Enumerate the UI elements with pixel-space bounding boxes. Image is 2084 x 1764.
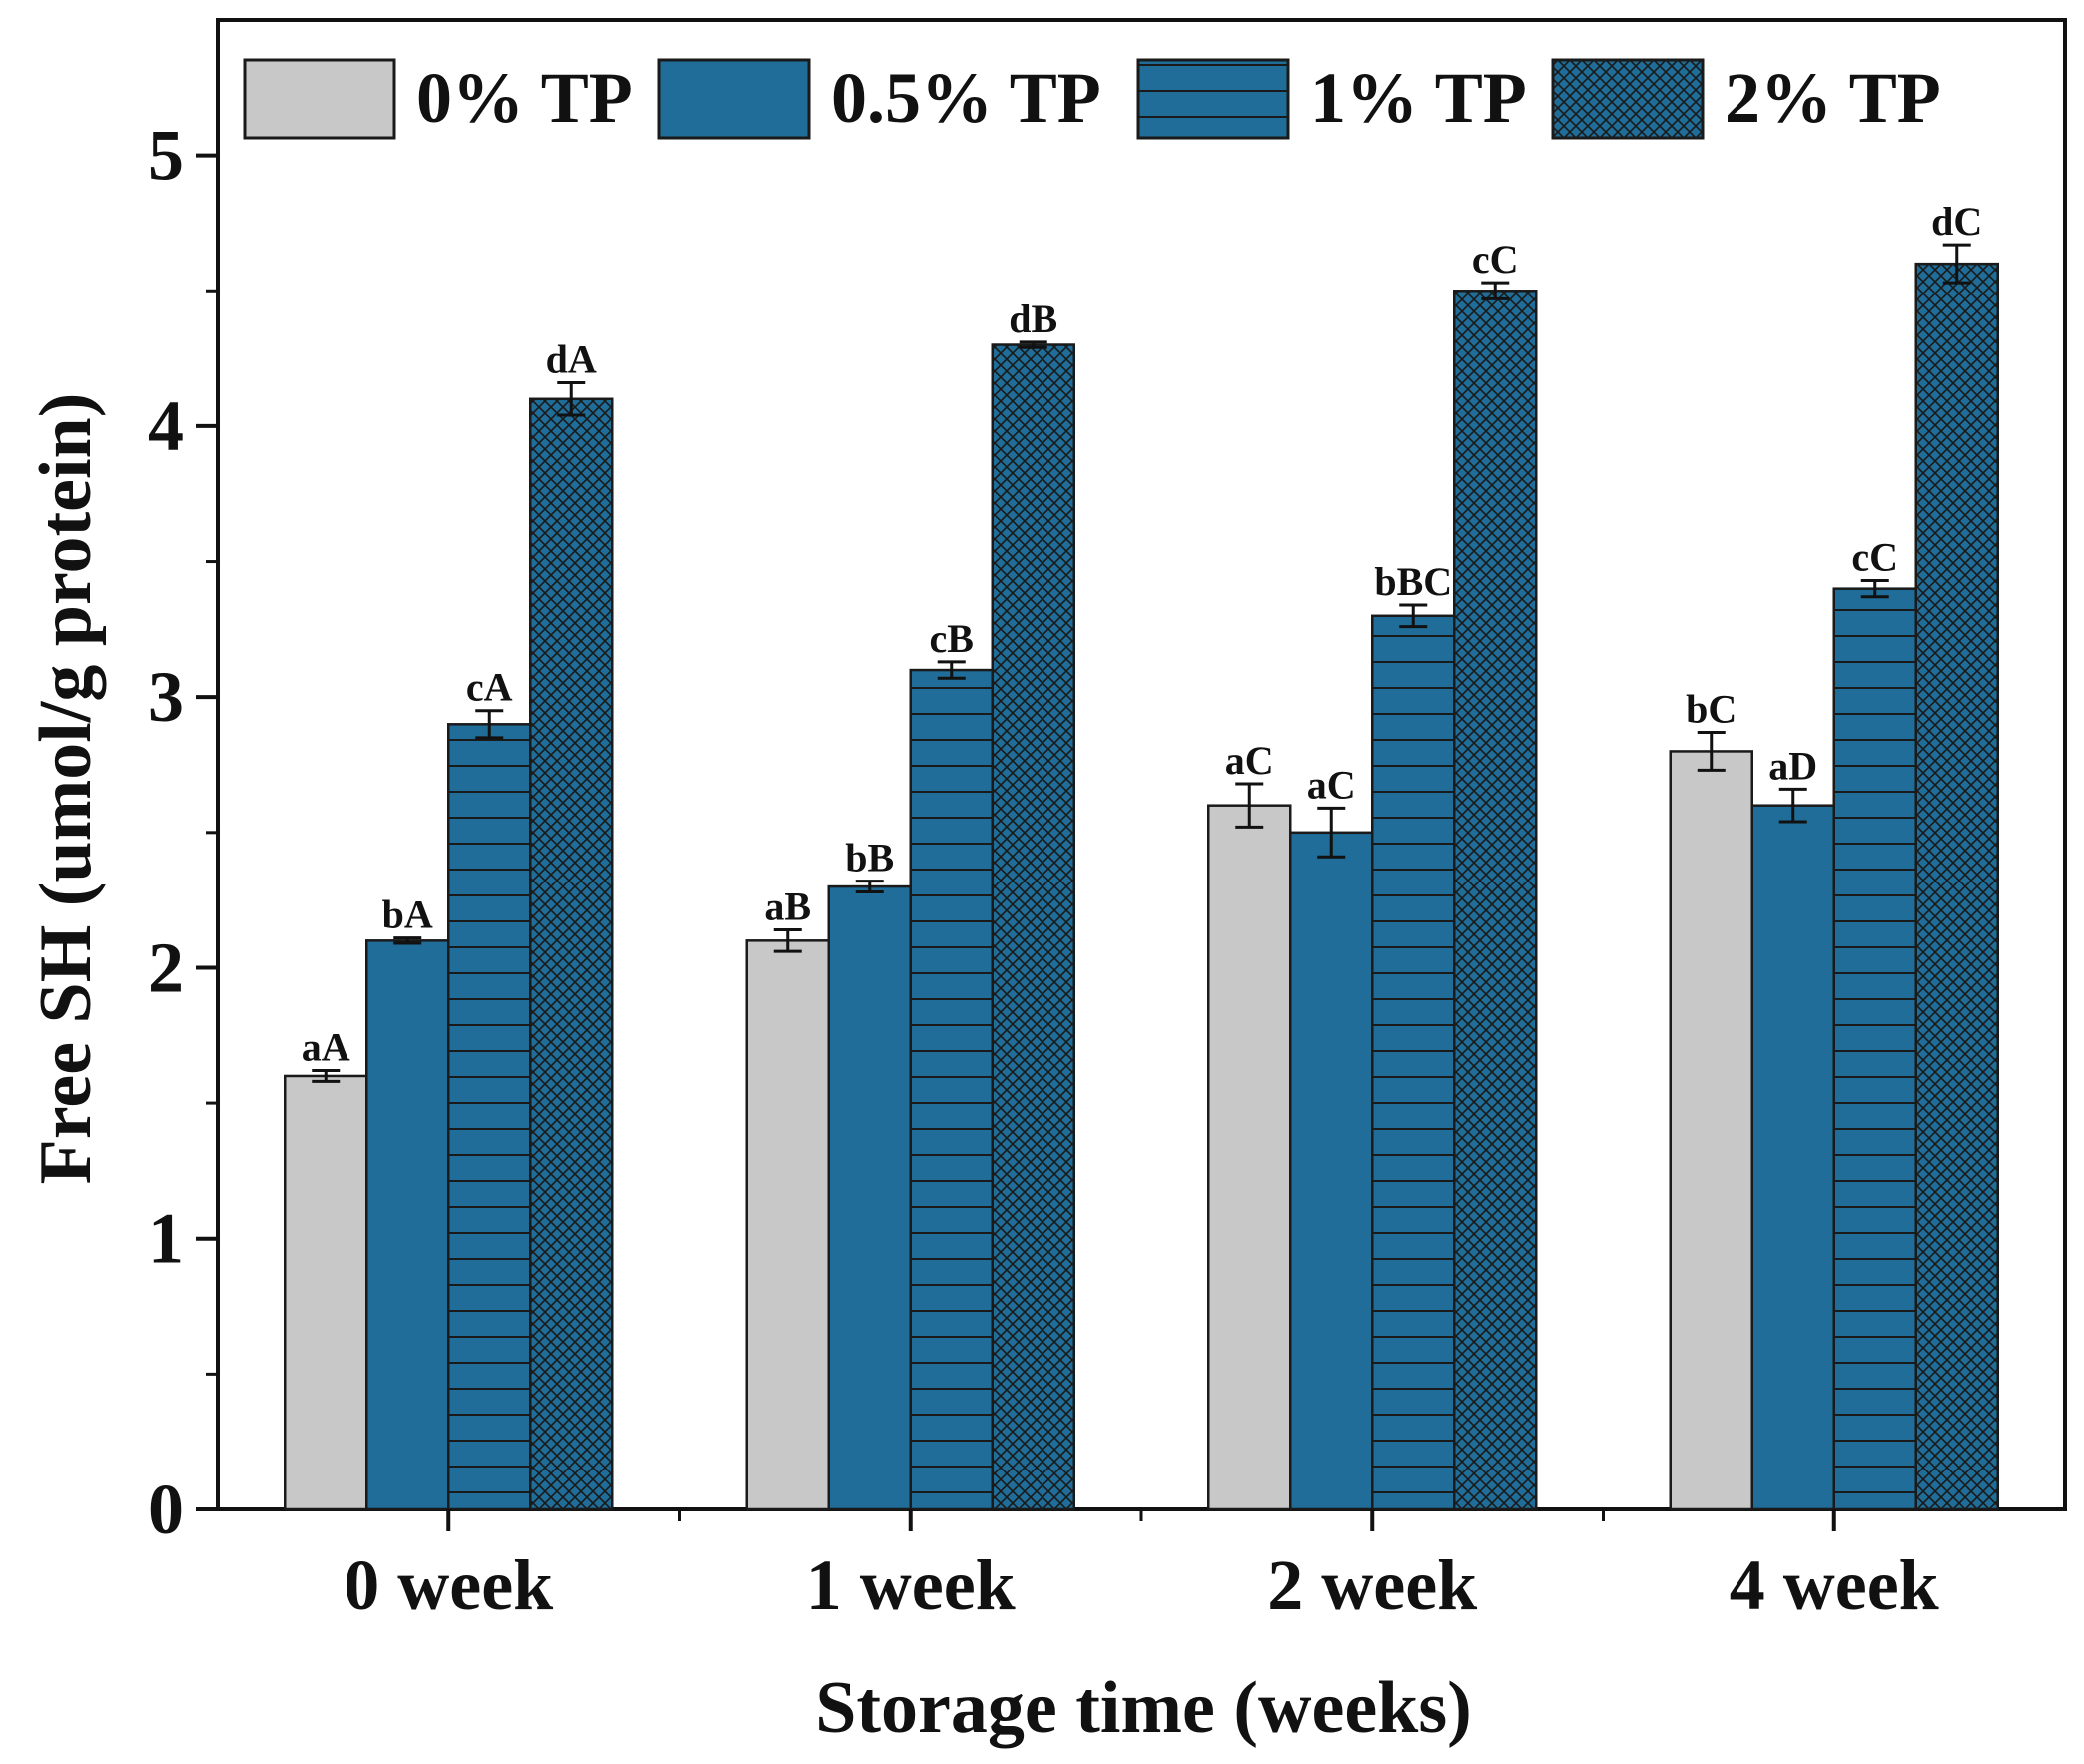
significance-label-0-5-tp-2-week: aC bbox=[1307, 762, 1356, 807]
bar-1-tp-2-week bbox=[1371, 614, 1456, 1511]
error-bar-0-tp-0-week bbox=[312, 1069, 341, 1083]
legend-swatch bbox=[1136, 58, 1290, 140]
bar-0-5-tp-0-week bbox=[365, 939, 450, 1511]
x-tick-label-0-week: 0 week bbox=[344, 1545, 553, 1625]
y-tick-label: 3 bbox=[148, 657, 184, 737]
significance-label-0-tp-1-week: aB bbox=[764, 883, 811, 928]
error-bar-0-5-tp-0-week bbox=[393, 936, 422, 945]
bar-2-tp-2-week bbox=[1453, 290, 1538, 1511]
bar-0-5-tp-4-week bbox=[1750, 804, 1835, 1511]
legend-item-0-tp: 0% TP bbox=[243, 58, 633, 140]
error-bars-layer bbox=[312, 243, 1971, 1083]
significance-label-1-tp-4-week: cC bbox=[1851, 535, 1898, 580]
bar-0-tp-4-week bbox=[1669, 750, 1753, 1511]
error-bar-0-tp-2-week bbox=[1235, 782, 1264, 829]
axes-layer: 0 1 2 3 4 5 0 week 1 week 2 week 4 week bbox=[148, 116, 1939, 1625]
bar-1-tp-1-week bbox=[909, 668, 994, 1511]
legend-item-0-5-tp: 0.5% TP bbox=[657, 58, 1101, 140]
error-bar-2-tp-1-week bbox=[1019, 340, 1047, 349]
bar-2-tp-0-week bbox=[529, 397, 614, 1511]
error-bar-0-5-tp-2-week bbox=[1317, 806, 1346, 859]
bar-0-tp-1-week bbox=[745, 939, 830, 1511]
significance-label-2-tp-2-week: cC bbox=[1472, 237, 1519, 282]
significance-label-2-tp-1-week: dB bbox=[1009, 296, 1057, 341]
bar-0-tp-2-week bbox=[1207, 804, 1292, 1511]
x-tick-label-2-week: 2 week bbox=[1267, 1545, 1477, 1625]
significance-labels-layer: aA bA cA dA aB bB cB dB aC aC bBC cC bC aD cC dC bbox=[302, 199, 1983, 1069]
y-tick-label: 1 bbox=[148, 1199, 184, 1279]
bar-2-tp-1-week bbox=[991, 343, 1075, 1511]
y-tick-label: 5 bbox=[148, 116, 184, 196]
y-tick-label: 2 bbox=[148, 927, 184, 1007]
error-bar-0-tp-1-week bbox=[773, 927, 802, 953]
error-bar-2-tp-4-week bbox=[1942, 243, 1971, 285]
error-bar-2-tp-0-week bbox=[557, 381, 586, 417]
error-bar-1-tp-0-week bbox=[475, 709, 504, 740]
significance-label-0-5-tp-0-week: bA bbox=[382, 892, 433, 937]
significance-label-0-5-tp-4-week: aD bbox=[1768, 743, 1817, 788]
significance-label-1-tp-0-week: cA bbox=[466, 665, 513, 710]
error-bar-1-tp-4-week bbox=[1860, 579, 1889, 599]
error-bar-0-5-tp-4-week bbox=[1778, 787, 1807, 824]
error-bar-1-tp-1-week bbox=[937, 660, 966, 680]
legend: 0% TP 0.5% TP 1% TP 2% TP bbox=[243, 58, 1941, 140]
legend-swatch bbox=[243, 58, 396, 140]
significance-label-2-tp-4-week: dC bbox=[1931, 199, 1982, 244]
legend-swatch bbox=[1551, 58, 1705, 140]
bars-layer bbox=[284, 262, 1999, 1511]
y-tick-label: 0 bbox=[148, 1470, 184, 1549]
y-axis-title: Free SH (umol/g protein) bbox=[25, 393, 107, 1185]
significance-label-2-tp-0-week: dA bbox=[546, 337, 597, 382]
significance-label-1-tp-1-week: cB bbox=[930, 616, 974, 661]
legend-label: 0.5% TP bbox=[831, 58, 1101, 138]
legend-label: 0% TP bbox=[416, 58, 633, 138]
significance-label-0-tp-2-week: aC bbox=[1225, 738, 1274, 783]
bar-1-tp-4-week bbox=[1832, 587, 1917, 1511]
legend-label: 1% TP bbox=[1310, 58, 1527, 138]
legend-label: 2% TP bbox=[1725, 58, 1941, 138]
legend-item-1-tp: 1% TP bbox=[1136, 58, 1527, 140]
significance-label-1-tp-2-week: bBC bbox=[1374, 559, 1452, 604]
x-tick-label-4-week: 4 week bbox=[1730, 1545, 1939, 1625]
x-tick-label-1-week: 1 week bbox=[806, 1545, 1016, 1625]
bar-0-5-tp-2-week bbox=[1289, 831, 1374, 1511]
error-bar-0-tp-4-week bbox=[1697, 730, 1726, 772]
error-bar-1-tp-2-week bbox=[1399, 603, 1428, 629]
bar-0-5-tp-1-week bbox=[827, 884, 912, 1511]
error-bar-2-tp-2-week bbox=[1481, 281, 1510, 300]
error-bar-0-5-tp-1-week bbox=[855, 880, 884, 893]
legend-swatch bbox=[657, 58, 811, 140]
bar-1-tp-0-week bbox=[447, 723, 532, 1511]
bar-0-tp-0-week bbox=[284, 1074, 368, 1511]
significance-label-0-tp-4-week: bC bbox=[1686, 686, 1737, 731]
legend-item-2-tp: 2% TP bbox=[1551, 58, 1941, 140]
bar-2-tp-4-week bbox=[1914, 262, 1999, 1511]
significance-label-0-5-tp-1-week: bB bbox=[845, 836, 894, 881]
y-tick-label: 4 bbox=[148, 386, 184, 466]
x-axis-title: Storage time (weeks) bbox=[815, 1667, 1472, 1749]
significance-label-0-tp-0-week: aA bbox=[302, 1025, 350, 1070]
